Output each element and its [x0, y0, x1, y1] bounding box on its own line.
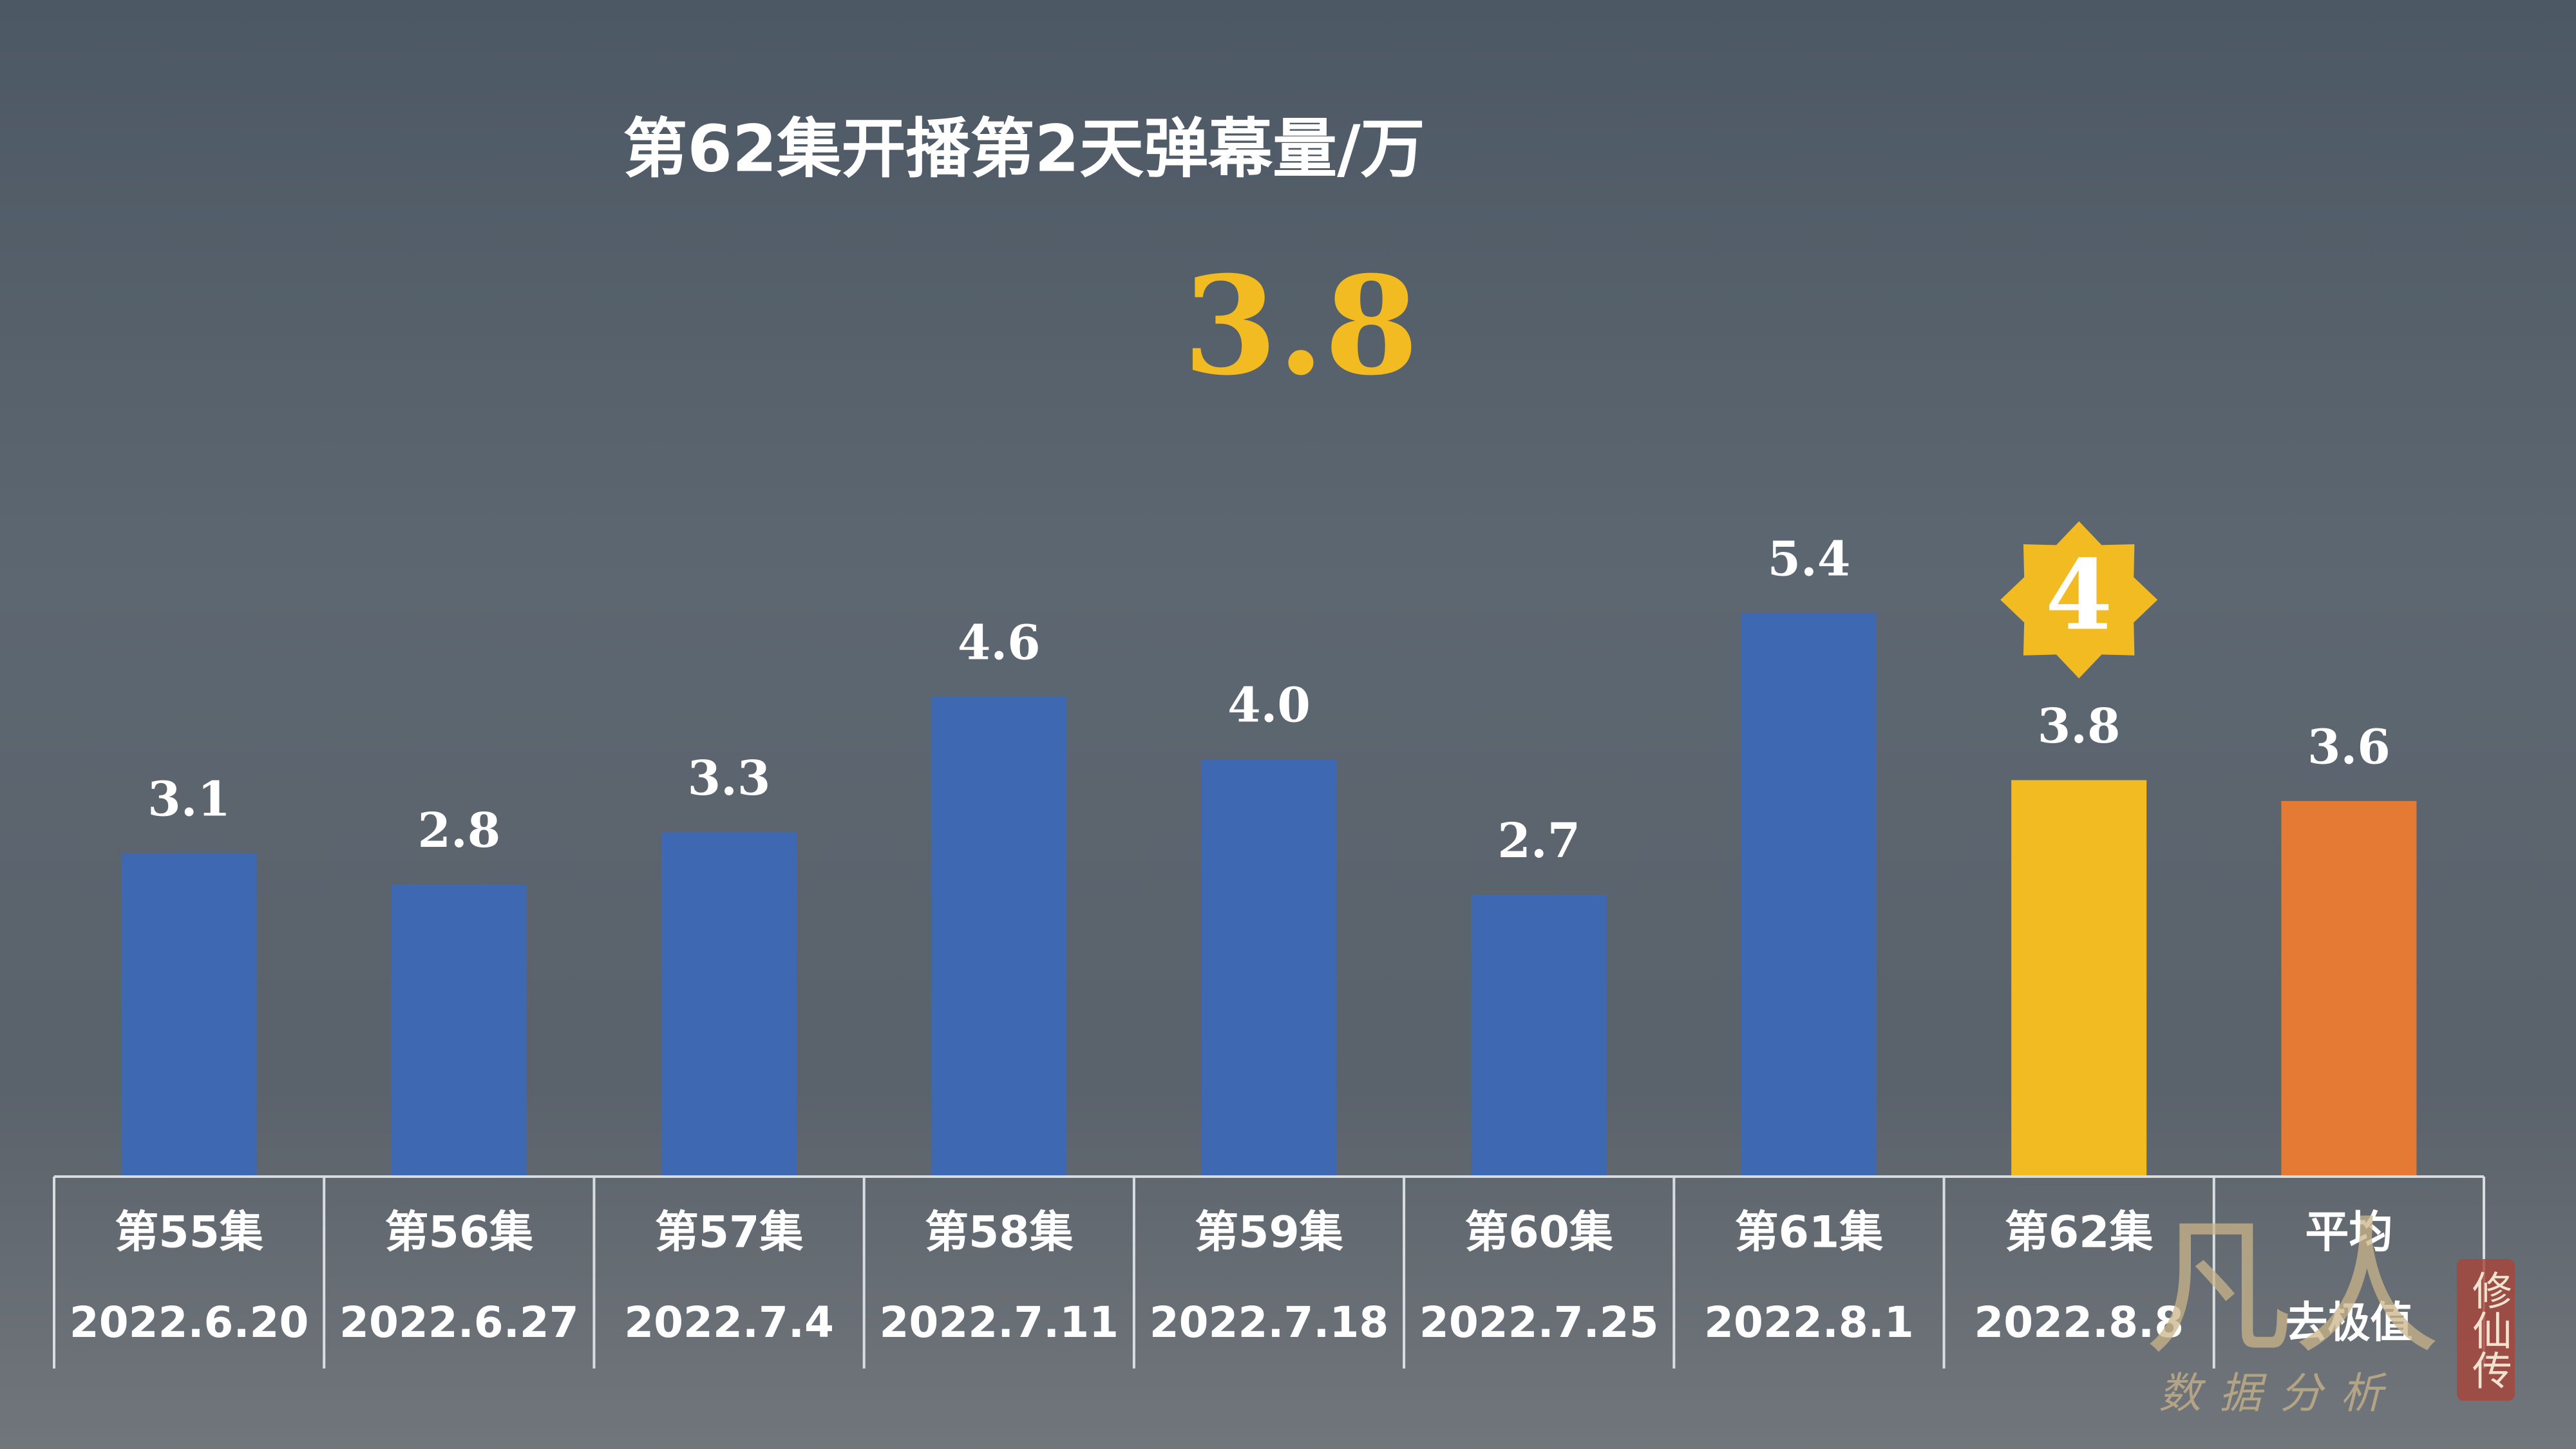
x-tick-label: 第62集	[2005, 1208, 2154, 1258]
watermark-main: 凡人	[2145, 1203, 2441, 1375]
value-label: 3.6	[2307, 719, 2391, 775]
x-tick-label: 第57集	[655, 1208, 804, 1258]
bar	[1201, 759, 1337, 1177]
x-tick-label: 平均	[2305, 1208, 2392, 1258]
x-tick-label: 第60集	[1464, 1208, 1613, 1258]
value-label: 3.8	[2038, 699, 2121, 754]
bar	[121, 853, 257, 1177]
bar	[1471, 895, 1607, 1177]
bar	[2011, 780, 2147, 1177]
watermark-seal: 修仙传	[2465, 1270, 2512, 1390]
value-label: 2.8	[417, 803, 500, 858]
x-tick-label: 第61集	[1735, 1208, 1884, 1258]
watermark-seal-box	[2457, 1259, 2515, 1401]
x-tick-sublabel: 2022.8.1	[1704, 1298, 1914, 1347]
x-tick-label: 第56集	[385, 1208, 534, 1258]
headline-value: 3.8	[1183, 247, 1418, 406]
bar	[391, 884, 527, 1177]
value-label: 5.4	[1768, 532, 1851, 587]
value-label: 4.0	[1227, 678, 1311, 734]
badge-text: 4	[2045, 538, 2112, 652]
x-tick-sublabel: 去极值	[2285, 1298, 2412, 1347]
x-tick-sublabel: 2022.7.4	[624, 1298, 834, 1347]
bar	[1741, 613, 1877, 1177]
watermark-caption: 数据分析	[2159, 1368, 2401, 1418]
bar	[2281, 800, 2417, 1177]
chart-title: 第62集开播第2天弹幕量/万	[623, 111, 1425, 186]
x-tick-sublabel: 2022.7.25	[1419, 1298, 1659, 1347]
x-tick-label: 第55集	[115, 1208, 263, 1258]
value-label: 2.7	[1497, 813, 1580, 869]
badge-star	[2000, 521, 2158, 679]
value-label: 3.1	[147, 772, 231, 827]
bar	[661, 832, 797, 1177]
x-tick-label: 第58集	[925, 1208, 1074, 1258]
x-tick-sublabel: 2022.7.11	[879, 1298, 1119, 1347]
x-tick-sublabel: 2022.6.20	[70, 1298, 309, 1347]
x-tick-label: 第59集	[1195, 1208, 1343, 1258]
x-tick-sublabel: 2022.6.27	[339, 1298, 579, 1347]
bar	[931, 696, 1067, 1177]
x-tick-sublabel: 2022.8.8	[1974, 1298, 2184, 1347]
x-tick-sublabel: 2022.7.18	[1150, 1298, 1389, 1347]
value-label: 4.6	[958, 615, 1041, 670]
value-label: 3.3	[688, 751, 771, 806]
